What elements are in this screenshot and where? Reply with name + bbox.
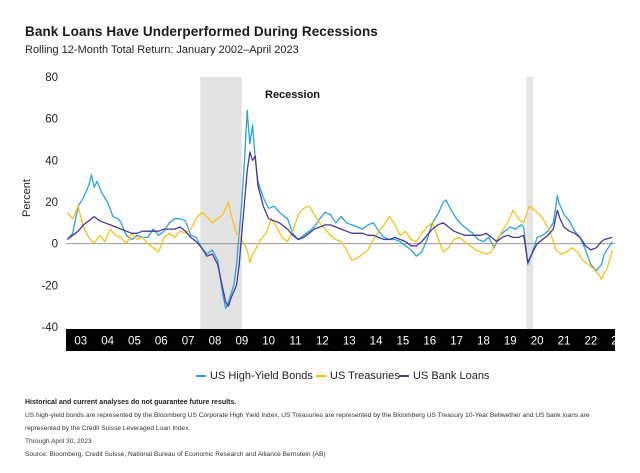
x-tick-label: 08 [209, 336, 222, 348]
footnotes: Historical and current analyses do not g… [25, 396, 625, 461]
disclaimer: Historical and current analyses do not g… [25, 399, 237, 406]
series-line-us-high-yield-bonds [66, 109, 613, 309]
x-tick-label: 23 [611, 336, 624, 348]
y-tick-label: 0 [52, 239, 58, 251]
y-tick-label: -20 [41, 280, 58, 292]
chart-subtitle: Rolling 12-Month Total Return: January 2… [25, 44, 299, 56]
footnote-source: Source: Bloomberg, Credit Suisse, Nation… [25, 451, 326, 458]
y-tick-label: -40 [41, 322, 58, 334]
y-tick-label: 80 [45, 72, 58, 84]
footnote-date: Through April 30, 2023 [25, 438, 92, 445]
recession-shade-2 [526, 77, 534, 329]
x-tick-label: 15 [397, 336, 410, 348]
series-line-us-treasuries [66, 201, 613, 280]
x-tick-label: 09 [235, 336, 248, 348]
x-tick-label: 11 [290, 336, 302, 348]
chart-title: Bank Loans Have Underperformed During Re… [25, 24, 378, 39]
x-tick-label: 06 [155, 336, 168, 348]
series-line-us-bank-loans [66, 151, 613, 307]
legend-swatch-hy [196, 375, 206, 377]
x-tick-label: 04 [101, 336, 114, 348]
x-tick-label: 17 [450, 336, 463, 348]
x-axis-band [66, 329, 615, 351]
legend-item-treasuries: US Treasuries [316, 370, 400, 382]
x-tick-label: 13 [343, 336, 356, 348]
x-tick-label: 07 [182, 336, 195, 348]
x-tick-label: 21 [558, 336, 571, 348]
x-tick-label: 05 [128, 336, 141, 348]
x-tick-label: 19 [504, 336, 517, 348]
chart-legend: US High-Yield Bonds US Treasuries US Ban… [0, 370, 640, 386]
y-axis-label: Percent [21, 179, 33, 217]
x-tick-label: 22 [584, 336, 597, 348]
legend-swatch-loans [399, 375, 409, 377]
legend-item-loans: US Bank Loans [399, 370, 489, 382]
x-tick-label: 12 [316, 336, 329, 348]
y-tick-label: 60 [45, 114, 58, 126]
legend-label-treasuries: US Treasuries [330, 370, 400, 382]
x-tick-label: 18 [477, 336, 490, 348]
legend-label-loans: US Bank Loans [413, 370, 490, 382]
y-tick-label: 20 [45, 197, 58, 209]
x-tick-label: 14 [370, 336, 383, 348]
legend-label-hy: US High-Yield Bonds [210, 370, 313, 382]
x-tick-label: 10 [262, 336, 275, 348]
line-chart: Recession -40 -20 0 20 40 60 80 Percent 03 04 05 06 0… [21, 72, 624, 351]
x-tick-label: 16 [423, 336, 436, 348]
x-tick-label: 03 [74, 336, 87, 348]
legend-swatch-treasuries [316, 375, 326, 377]
y-tick-label: 40 [45, 155, 58, 167]
recession-shade-1 [200, 77, 242, 329]
legend-item-hy: US High-Yield Bonds [196, 370, 313, 382]
recession-annotation: Recession [265, 89, 320, 101]
x-tick-label: 20 [531, 336, 544, 348]
footnote-indices: US high-yield bonds are represented by t… [25, 412, 590, 432]
